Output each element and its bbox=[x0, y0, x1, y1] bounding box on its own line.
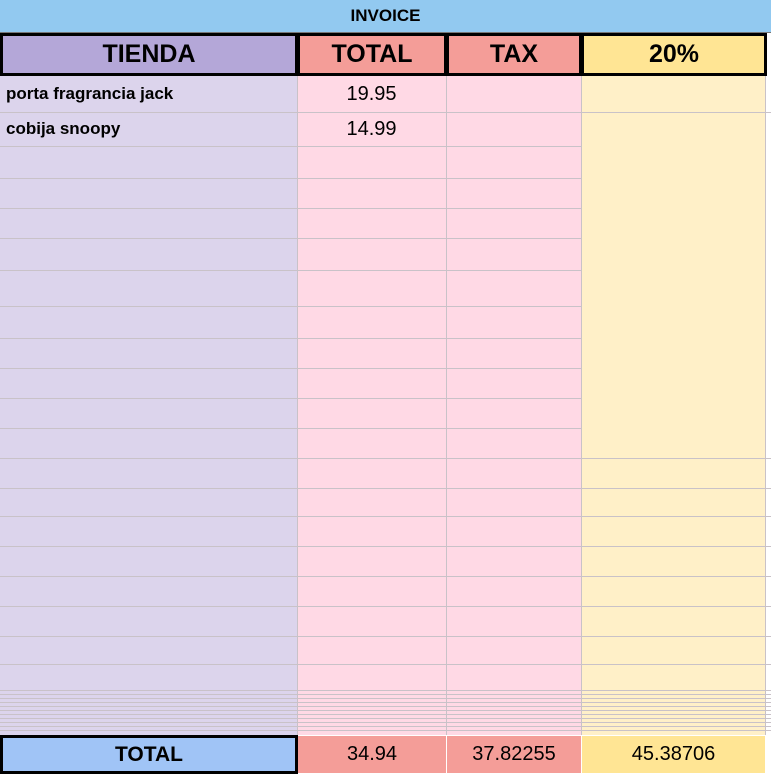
grid-line bbox=[0, 178, 581, 179]
grid-line bbox=[0, 238, 581, 239]
total-value: 34.94 bbox=[298, 736, 446, 773]
title-cell: INVOICE bbox=[0, 0, 771, 33]
grid-line bbox=[581, 112, 771, 113]
grid-line bbox=[0, 488, 581, 489]
grid-line bbox=[0, 606, 581, 607]
grid-line bbox=[0, 546, 581, 547]
text: porta fragrancia jack bbox=[6, 84, 174, 103]
grid-line bbox=[581, 730, 771, 731]
grid-line bbox=[581, 458, 771, 459]
grid-line bbox=[581, 516, 771, 517]
total-value: 45.38706 bbox=[582, 736, 765, 773]
grid-line bbox=[0, 368, 581, 369]
text: 45.38706 bbox=[631, 743, 716, 765]
header-cell: 20% bbox=[581, 33, 767, 76]
grid-line bbox=[581, 576, 771, 577]
item-total: 19.95 bbox=[297, 76, 446, 112]
grid-line bbox=[581, 722, 771, 723]
title: INVOICE bbox=[350, 6, 421, 25]
grid-line bbox=[0, 428, 581, 429]
grid-line bbox=[0, 714, 581, 715]
grid-line bbox=[297, 75, 298, 735]
text: 37.82255 bbox=[472, 743, 556, 765]
item-name: cobija snoopy bbox=[6, 112, 296, 146]
grid-line bbox=[0, 146, 581, 147]
item-name: porta fragrancia jack bbox=[6, 76, 296, 112]
grid-line bbox=[581, 714, 771, 715]
text: cobija snoopy bbox=[6, 119, 121, 138]
grid-line bbox=[765, 75, 766, 735]
grid-line bbox=[0, 690, 581, 691]
grid-line bbox=[0, 458, 581, 459]
header: TAX bbox=[489, 40, 539, 68]
grid-line bbox=[581, 636, 771, 637]
grid-line bbox=[0, 710, 581, 711]
grid-line bbox=[581, 698, 771, 699]
grid-line bbox=[0, 398, 581, 399]
column-bg bbox=[765, 75, 771, 735]
grid-line bbox=[0, 306, 581, 307]
total-value: 37.82255 bbox=[447, 736, 581, 773]
header: TIENDA bbox=[102, 40, 196, 68]
grid-line bbox=[446, 75, 447, 735]
grid-line bbox=[0, 694, 581, 695]
grid-line bbox=[0, 730, 581, 731]
grid-line bbox=[0, 636, 581, 637]
grid-line bbox=[581, 702, 771, 703]
grid-line bbox=[581, 546, 771, 547]
grid-line bbox=[0, 702, 581, 703]
grid-line bbox=[581, 690, 771, 691]
header: 20% bbox=[648, 40, 700, 68]
grid-line bbox=[581, 710, 771, 711]
header-cell: TAX bbox=[446, 33, 582, 76]
grid-line bbox=[0, 270, 581, 271]
grid-line bbox=[581, 606, 771, 607]
text: TOTAL bbox=[114, 742, 184, 766]
grid-line bbox=[0, 698, 581, 699]
header: TOTAL bbox=[331, 40, 413, 68]
column-bg bbox=[297, 75, 581, 735]
total-label: TOTAL bbox=[0, 735, 298, 774]
grid-line bbox=[581, 664, 771, 665]
grid-line bbox=[0, 338, 581, 339]
column-bg bbox=[0, 75, 297, 735]
grid-line bbox=[0, 722, 581, 723]
grid-line bbox=[581, 718, 771, 719]
grid-line bbox=[0, 516, 581, 517]
grid-line bbox=[581, 726, 771, 727]
text: 19.95 bbox=[346, 82, 397, 105]
header-cell: TOTAL bbox=[297, 33, 447, 76]
grid-line bbox=[0, 726, 581, 727]
column-bg bbox=[581, 75, 765, 735]
grid-line bbox=[581, 706, 771, 707]
text: 14.99 bbox=[346, 117, 397, 140]
grid-line bbox=[0, 718, 581, 719]
item-total: 14.99 bbox=[297, 112, 446, 146]
grid-line bbox=[0, 112, 581, 113]
grid-line bbox=[581, 488, 771, 489]
grid-line bbox=[581, 694, 771, 695]
grid-line bbox=[0, 576, 581, 577]
grid-line bbox=[0, 706, 581, 707]
text: 34.94 bbox=[346, 743, 398, 765]
grid-line bbox=[0, 664, 581, 665]
header-cell: TIENDA bbox=[0, 33, 298, 76]
grid-line bbox=[0, 208, 581, 209]
grid-line bbox=[581, 75, 582, 735]
